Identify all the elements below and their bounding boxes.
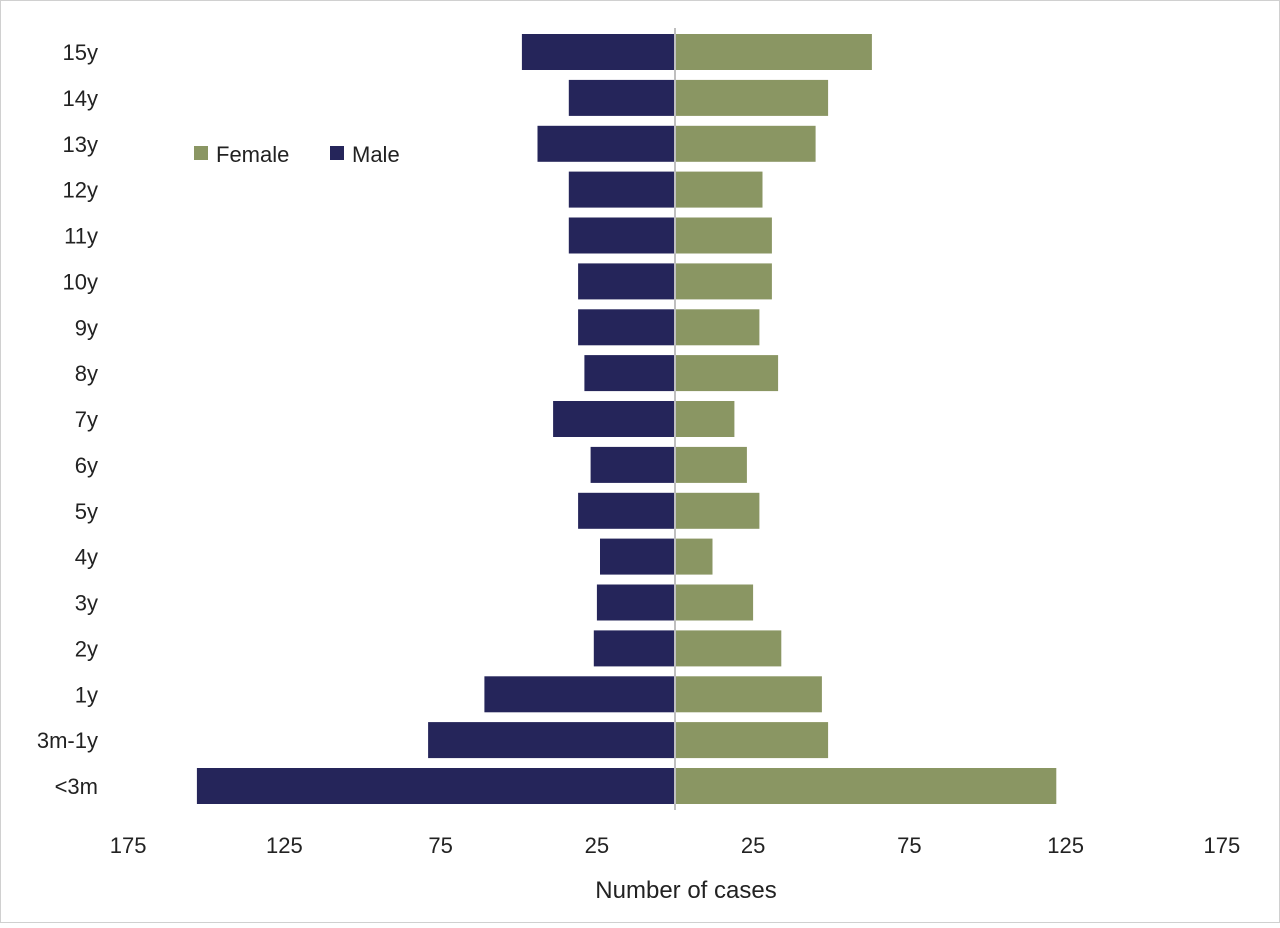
legend-label-female: Female [216, 142, 289, 167]
bar-male-1 [428, 722, 675, 759]
bar-female-3 [675, 630, 782, 667]
x-tick-labels: 175 125 75 25 25 75 125 175 [110, 833, 1241, 858]
bar-female-4 [675, 584, 754, 621]
bar-male-13 [568, 171, 676, 208]
legend-swatch-female [194, 146, 208, 160]
bar-male-2 [484, 676, 675, 713]
category-label: 1y [75, 682, 98, 707]
legend-swatch-male [330, 146, 344, 160]
bar-male-16 [521, 34, 675, 70]
category-label: 4y [75, 545, 98, 570]
bar-male-14 [537, 125, 675, 162]
bar-male-4 [596, 584, 675, 621]
bar-male-15 [568, 79, 676, 116]
bar-male-6 [578, 492, 675, 529]
bar-female-2 [675, 676, 822, 713]
x-tick-label: 25 [741, 833, 765, 858]
category-label: 12y [63, 178, 98, 203]
category-label: <3m [55, 774, 98, 799]
bar-male-7 [590, 446, 675, 483]
category-label: 8y [75, 361, 98, 386]
category-label: 14y [63, 86, 98, 111]
category-labels: <3m 3m-1y 1y 2y 3y 4y 5y 6y 7y 8y 9y 10y 11y 12y 13y 14… [37, 40, 98, 799]
bar-female-7 [675, 446, 747, 483]
bar-female-13 [675, 171, 763, 208]
category-label: 13y [63, 132, 98, 157]
category-label: 9y [75, 315, 98, 340]
bar-male-8 [553, 401, 675, 437]
category-label: 3m-1y [37, 728, 98, 753]
x-tick-label: 175 [1204, 833, 1241, 858]
category-label: 6y [75, 453, 98, 478]
legend: Female Male [194, 142, 400, 167]
category-label: 3y [75, 591, 98, 616]
category-label: 2y [75, 636, 98, 661]
x-tick-label: 75 [897, 833, 921, 858]
bar-male-12 [568, 217, 676, 254]
category-label: 11y [64, 224, 98, 249]
x-axis-title: Number of cases [595, 877, 776, 904]
bar-female-0 [675, 768, 1057, 804]
bar-female-15 [675, 79, 829, 116]
category-label: 10y [63, 269, 98, 294]
bar-male-9 [584, 355, 675, 392]
bar-female-1 [675, 722, 829, 759]
bar-male-0 [196, 768, 675, 804]
bar-male-10 [578, 309, 675, 346]
bar-female-14 [675, 125, 816, 162]
legend-label-male: Male [352, 142, 400, 167]
x-tick-label: 125 [266, 833, 303, 858]
bar-female-9 [675, 355, 779, 392]
bar-male-11 [578, 263, 675, 300]
x-tick-label: 75 [428, 833, 452, 858]
category-label: 15y [63, 40, 98, 65]
x-tick-label: 25 [585, 833, 609, 858]
bar-male-5 [600, 538, 675, 575]
bar-female-11 [675, 263, 772, 300]
bar-female-5 [675, 538, 713, 575]
bar-female-6 [675, 492, 760, 529]
x-tick-label: 175 [110, 833, 147, 858]
bar-male-3 [593, 630, 676, 667]
bar-female-10 [675, 309, 760, 346]
bars-layer [196, 34, 1057, 804]
bar-female-12 [675, 217, 772, 254]
category-label: 7y [75, 407, 98, 432]
bar-female-8 [675, 401, 735, 437]
x-tick-label: 125 [1047, 833, 1084, 858]
category-label: 5y [75, 499, 98, 524]
bar-female-16 [675, 34, 872, 70]
